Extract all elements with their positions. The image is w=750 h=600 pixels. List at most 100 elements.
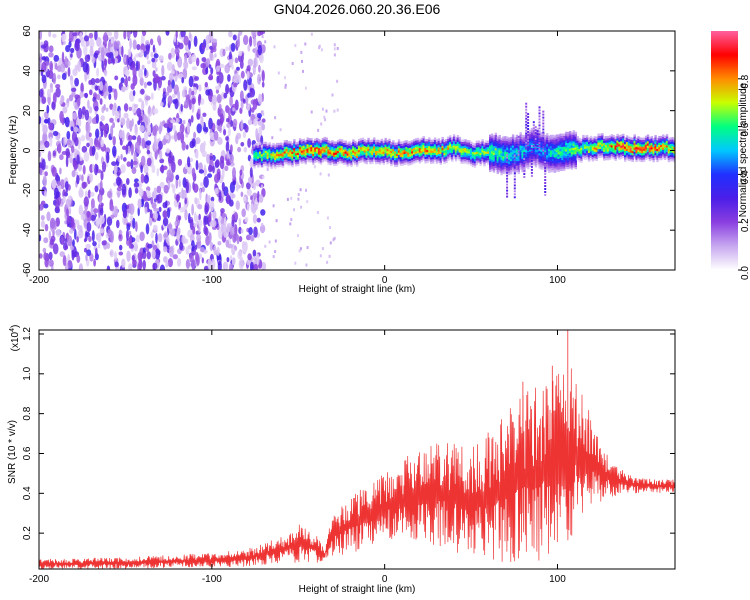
spectrogram-ridge-cell (572, 152, 576, 155)
spectrogram-ridge-cell (599, 155, 602, 158)
spectrogram-ridge-cell (625, 135, 629, 138)
spectrogram-speckle-cell (261, 184, 263, 188)
spectrogram-ridge-cell (521, 161, 524, 164)
spectrogram-ridge-cell (297, 154, 300, 158)
spectrogram-noise-cell (83, 196, 90, 207)
spectrogram-ridge-cell (447, 151, 450, 155)
spectrogram-ridge-cell (262, 155, 266, 158)
spectrogram-noise-cell (208, 164, 213, 173)
spectrogram-ridge-cell (462, 148, 465, 151)
spectrogram-ridge-cell (337, 159, 340, 162)
spectrogram-ridge-cell (538, 166, 541, 169)
spectrogram-noise-cell (103, 92, 107, 99)
spectrogram-speckle-cell (268, 240, 271, 244)
spectrogram-ridge-cell (542, 165, 545, 168)
spectrogram-noise-cell (256, 217, 261, 223)
spectrogram-ridge-cell (291, 158, 294, 161)
spectrogram-ridge-cell (291, 164, 294, 168)
spectrogram-burst-cell (513, 178, 516, 181)
spectrogram-ridge-cell (485, 153, 488, 157)
spectrogram-ridge-cell (622, 147, 625, 150)
spectrogram-burst-cell (530, 151, 533, 153)
spectrogram-ridge-cell (616, 142, 619, 145)
spectrogram-ridge-cell (576, 149, 579, 152)
spectrogram-ridge-cell (650, 140, 653, 143)
spectrogram-ridge-cell (570, 149, 574, 153)
spectrogram-ridge-cell (665, 153, 669, 157)
spectrogram-ridge-cell (546, 141, 549, 145)
spectrogram-ridge-cell (578, 157, 581, 160)
spectrogram-noise-cell (221, 167, 225, 180)
spectrogram-noise-cell (249, 167, 253, 178)
spectrogram-ridge-cell (644, 146, 648, 150)
spectrogram-ridge-cell (333, 148, 336, 151)
spectrogram-speckle-cell (264, 40, 267, 44)
spectrogram-burst-cell (544, 164, 547, 167)
spectrogram-ridge-cell (555, 158, 558, 161)
spectrogram-ridge-cell (471, 155, 475, 159)
spectrogram-ridge-cell (314, 158, 317, 161)
spectrogram-ridge-cell (329, 160, 332, 164)
spectrogram-ridge-cell (451, 159, 454, 162)
spectrogram-ridge-cell (458, 156, 461, 159)
spectrogram-ridge-cell (658, 151, 661, 154)
spectrogram-noise-cell (47, 150, 52, 162)
spectrogram-ridge-cell (646, 149, 650, 153)
spectrogram-ridge-cell (576, 147, 579, 150)
spectrogram-ridge-cell (331, 144, 334, 147)
spectrogram-noise-cell (59, 154, 64, 161)
spectrogram-ridge-cell (519, 140, 522, 144)
spectrogram-speckle-cell (262, 112, 265, 116)
spectrogram-ridge-cell (511, 138, 515, 142)
spectrogram-ridge-cell (302, 154, 306, 157)
spectrogram-ridge-cell (399, 152, 403, 155)
spectrogram-ridge-cell (504, 155, 507, 159)
spectrogram-speckle-cell (272, 204, 275, 208)
spectrogram-ridge-cell (289, 154, 292, 157)
spectrogram-ridge-cell (627, 143, 631, 146)
spectrogram-ridge-cell (397, 154, 401, 158)
spectrogram-ridge-cell (407, 145, 410, 149)
spectrogram-ridge-cell (622, 133, 625, 137)
spectrogram-ridge-cell (430, 154, 433, 158)
spectrogram-noise-cell (234, 245, 237, 250)
spectrogram-ridge-cell (648, 145, 652, 149)
spectrogram-noise-cell (146, 54, 149, 60)
spectrogram-noise-cell (247, 138, 252, 148)
spectrogram-ridge-cell (266, 165, 269, 168)
spectrogram-ridge-cell (380, 138, 384, 142)
spectrogram-ridge-cell (361, 142, 365, 145)
spectrogram-ridge-cell (473, 165, 477, 168)
spectrogram-ridge-cell (570, 136, 574, 139)
spectrogram-ridge-cell (433, 139, 437, 143)
spectrogram-ridge-cell (587, 143, 591, 147)
spectrogram-y-tick-label: 40 (22, 65, 33, 77)
spectrogram-speckle-cell (326, 260, 329, 264)
snr-y-tick-label: 1.2 (22, 327, 33, 341)
spectrogram-noise-cell (126, 250, 131, 262)
spectrogram-ridge-cell (394, 146, 397, 150)
spectrogram-ridge-cell (641, 146, 644, 149)
spectrogram-ridge-cell (422, 149, 425, 152)
spectrogram-ridge-cell (534, 149, 538, 152)
spectrogram-ridge-cell (441, 136, 444, 140)
spectrogram-ridge-cell (348, 143, 351, 146)
spectrogram-cells (39, 31, 675, 270)
spectrogram-ridge-cell (525, 156, 528, 160)
spectrogram-ridge-cell (525, 154, 528, 157)
spectrogram-ridge-cell (259, 142, 262, 145)
spectrogram-ridge-cell (378, 160, 382, 163)
spectrogram-ridge-cell (279, 162, 283, 165)
spectrogram-ridge-cell (395, 151, 399, 154)
spectrogram-ridge-cell (599, 133, 602, 136)
spectrogram-ridge-cell (327, 153, 330, 156)
spectrogram-ridge-cell (517, 169, 520, 172)
spectrogram-noise-cell (214, 173, 220, 184)
spectrogram-ridge-cell (420, 151, 423, 154)
spectrogram-ridge-cell (447, 147, 450, 150)
spectrogram-ridge-cell (555, 145, 558, 148)
spectrogram-ridge-cell (555, 138, 558, 142)
spectrogram-noise-cell (144, 116, 148, 128)
spectrogram-ridge-cell (314, 147, 317, 150)
spectrogram-ridge-cell (546, 168, 549, 171)
